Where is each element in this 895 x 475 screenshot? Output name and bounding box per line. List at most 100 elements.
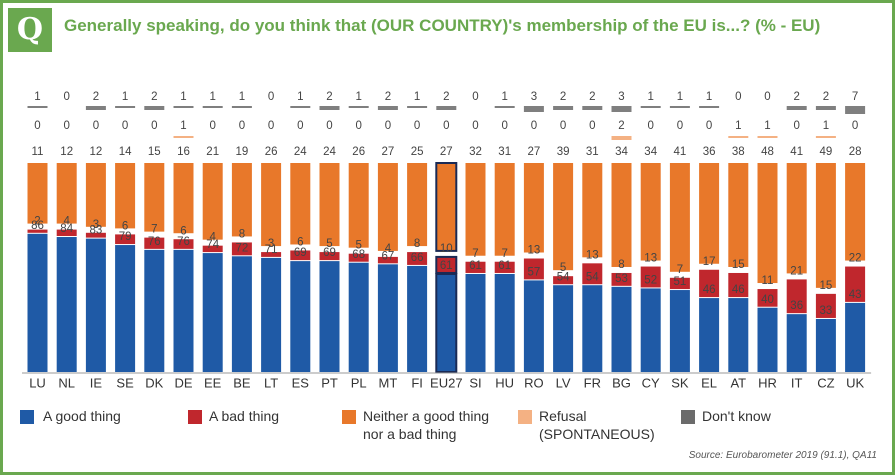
bar-good bbox=[611, 286, 632, 372]
bar-neither bbox=[611, 163, 632, 267]
value-label-refusal: 0 bbox=[63, 120, 69, 132]
category-label: MT bbox=[379, 375, 398, 390]
bar-dontknow bbox=[494, 106, 515, 108]
category-label: BG bbox=[612, 375, 631, 390]
value-label-refusal: 0 bbox=[414, 120, 420, 132]
bar-neither bbox=[85, 163, 106, 227]
legend-label-dontknow: Don't know bbox=[702, 408, 771, 424]
value-label-neither: 24 bbox=[294, 146, 307, 158]
value-label-neither: 48 bbox=[761, 146, 774, 158]
legend-label-good: A good thing bbox=[43, 408, 121, 424]
bar-refusal bbox=[173, 136, 194, 138]
bar-bad bbox=[553, 276, 574, 285]
value-label-good: 61 bbox=[469, 260, 482, 272]
value-label-refusal: 1 bbox=[823, 120, 829, 132]
value-label-neither: 38 bbox=[732, 146, 745, 158]
value-label-refusal: 0 bbox=[793, 120, 799, 132]
value-label-bad: 6 bbox=[297, 237, 303, 249]
bar-good bbox=[757, 307, 778, 372]
value-label-neither: 39 bbox=[557, 146, 570, 158]
category-label: PL bbox=[351, 375, 367, 390]
bar-dontknow bbox=[699, 106, 720, 108]
value-label-refusal: 0 bbox=[385, 120, 391, 132]
value-label-dontknow: 1 bbox=[180, 91, 186, 103]
value-label-bad: 3 bbox=[93, 219, 99, 231]
value-label-dontknow: 2 bbox=[443, 91, 449, 103]
bar-good bbox=[173, 249, 194, 372]
value-label-neither: 12 bbox=[90, 146, 103, 158]
bar-good bbox=[202, 253, 223, 372]
value-label-neither: 27 bbox=[440, 146, 453, 158]
value-label-refusal: 0 bbox=[560, 120, 566, 132]
bar-neither bbox=[261, 163, 282, 247]
category-label: EE bbox=[204, 375, 222, 390]
value-label-good: 86 bbox=[31, 220, 44, 232]
value-label-good: 33 bbox=[820, 305, 833, 317]
value-label-refusal: 0 bbox=[355, 120, 361, 132]
category-label: CY bbox=[642, 375, 660, 390]
value-label-bad: 3 bbox=[268, 238, 274, 250]
bar-neither bbox=[202, 163, 223, 240]
bar-bad bbox=[757, 289, 778, 307]
bar-dontknow bbox=[231, 106, 252, 108]
value-label-good: 61 bbox=[498, 260, 511, 272]
value-label-dontknow: 1 bbox=[501, 91, 507, 103]
value-label-good: 83 bbox=[90, 225, 103, 237]
value-label-dontknow: 1 bbox=[677, 91, 683, 103]
value-label-neither: 31 bbox=[498, 146, 511, 158]
value-label-dontknow: 2 bbox=[793, 91, 799, 103]
bar-bad bbox=[435, 255, 458, 274]
legend-swatch-bad bbox=[188, 410, 202, 424]
bar-neither bbox=[669, 163, 690, 272]
bar-good bbox=[377, 264, 398, 372]
bar-dontknow bbox=[786, 106, 807, 110]
bar-dontknow bbox=[669, 106, 690, 108]
value-label-good: 69 bbox=[323, 247, 336, 259]
bar-dontknow bbox=[202, 106, 223, 108]
category-label: FI bbox=[411, 375, 423, 390]
value-label-bad: 15 bbox=[732, 259, 745, 271]
value-label-refusal: 1 bbox=[735, 120, 741, 132]
bar-bad bbox=[523, 258, 544, 280]
bar-neither bbox=[465, 163, 486, 256]
value-label-dontknow: 2 bbox=[560, 91, 566, 103]
value-label-bad: 4 bbox=[385, 243, 392, 255]
bar-neither bbox=[115, 163, 136, 229]
value-label-dontknow: 1 bbox=[355, 91, 361, 103]
value-label-dontknow: 1 bbox=[297, 91, 303, 103]
value-label-neither: 31 bbox=[586, 146, 599, 158]
bar-bad bbox=[290, 250, 311, 261]
value-label-bad: 4 bbox=[63, 216, 70, 228]
bar-dontknow bbox=[582, 106, 603, 110]
bar-refusal bbox=[757, 136, 778, 138]
value-label-dontknow: 1 bbox=[414, 91, 420, 103]
bar-good bbox=[231, 256, 252, 372]
bar-neither bbox=[377, 163, 398, 251]
bar-bad bbox=[261, 252, 282, 257]
value-label-refusal: 0 bbox=[239, 120, 245, 132]
bar-good bbox=[407, 265, 428, 372]
value-label-dontknow: 7 bbox=[852, 91, 858, 103]
bar-bad bbox=[115, 234, 136, 245]
bar-good bbox=[640, 288, 661, 372]
value-label-dontknow: 0 bbox=[472, 91, 478, 103]
bar-bad bbox=[377, 256, 398, 264]
bar-dontknow bbox=[85, 106, 106, 110]
bar-bad bbox=[173, 239, 194, 249]
value-label-good: 84 bbox=[60, 223, 73, 235]
value-label-dontknow: 2 bbox=[823, 91, 829, 103]
value-label-bad: 4 bbox=[209, 232, 216, 244]
bar-bad bbox=[231, 242, 252, 256]
bar-good bbox=[465, 273, 486, 372]
legend-label-refusal-1: Refusal bbox=[539, 408, 587, 424]
value-label-neither: 36 bbox=[703, 146, 716, 158]
bar-neither bbox=[699, 163, 720, 264]
bar-dontknow bbox=[290, 106, 311, 108]
value-label-dontknow: 1 bbox=[706, 91, 712, 103]
value-label-refusal: 0 bbox=[647, 120, 653, 132]
value-label-good: 51 bbox=[674, 276, 687, 288]
bar-neither bbox=[348, 163, 369, 248]
bar-good bbox=[728, 298, 749, 372]
bar-neither bbox=[173, 163, 194, 234]
value-label-neither: 34 bbox=[644, 146, 657, 158]
